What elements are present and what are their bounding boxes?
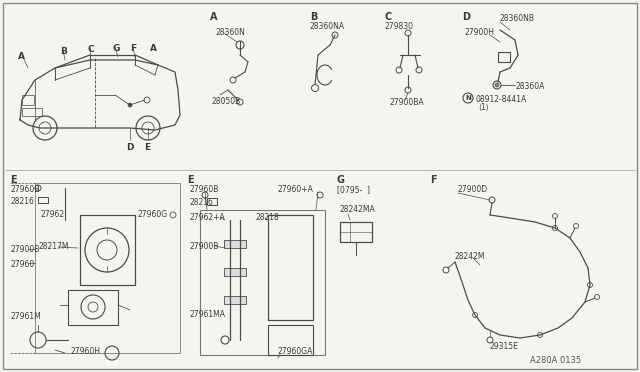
Text: 27960B: 27960B xyxy=(190,185,220,194)
Bar xyxy=(224,240,246,248)
Text: C: C xyxy=(385,12,392,22)
Text: A: A xyxy=(150,44,157,53)
Text: 27900D: 27900D xyxy=(458,185,488,194)
Text: 28217M: 28217M xyxy=(38,242,68,251)
Text: 27960+A: 27960+A xyxy=(278,185,314,194)
Bar xyxy=(268,325,313,355)
Text: N: N xyxy=(465,95,471,101)
Text: 27962+A: 27962+A xyxy=(190,213,226,222)
Text: A: A xyxy=(210,12,218,22)
Text: 27960G: 27960G xyxy=(138,210,168,219)
Bar xyxy=(38,197,48,203)
Bar xyxy=(340,222,372,242)
Bar xyxy=(22,95,34,105)
Bar xyxy=(498,52,510,62)
Text: G: G xyxy=(337,175,345,185)
Text: E: E xyxy=(144,143,150,152)
Text: B: B xyxy=(310,12,317,22)
Text: A: A xyxy=(18,52,25,61)
Text: 27900B: 27900B xyxy=(10,245,40,254)
Text: 28216: 28216 xyxy=(10,197,34,206)
Text: 27900H: 27900H xyxy=(465,28,495,37)
Circle shape xyxy=(128,103,132,107)
Text: 27900B: 27900B xyxy=(190,242,220,251)
Bar xyxy=(268,215,313,320)
Text: 28050B: 28050B xyxy=(212,97,241,106)
Text: 28218: 28218 xyxy=(255,213,279,222)
Text: 27960H: 27960H xyxy=(70,347,100,356)
Text: D: D xyxy=(126,143,134,152)
Text: G: G xyxy=(112,44,120,53)
Text: 27960: 27960 xyxy=(10,260,35,269)
Text: B: B xyxy=(60,47,67,56)
Text: 27900BA: 27900BA xyxy=(390,98,424,107)
Bar xyxy=(207,198,217,205)
Circle shape xyxy=(495,83,499,87)
Text: [0795-  ]: [0795- ] xyxy=(337,185,370,194)
Bar xyxy=(224,296,246,304)
Text: 28242MA: 28242MA xyxy=(340,205,376,214)
Bar xyxy=(224,268,246,276)
Text: 28360N: 28360N xyxy=(215,28,245,37)
Text: 27961M: 27961M xyxy=(10,312,41,321)
Text: 08912-8441A: 08912-8441A xyxy=(476,95,527,104)
Text: 28360A: 28360A xyxy=(516,82,545,91)
Text: E: E xyxy=(187,175,194,185)
Text: ⟨1⟩: ⟨1⟩ xyxy=(478,103,489,112)
Text: F: F xyxy=(130,44,136,53)
Text: F: F xyxy=(430,175,436,185)
Text: 279830: 279830 xyxy=(385,22,414,31)
Text: A280A 0135: A280A 0135 xyxy=(530,356,581,365)
Text: 28216: 28216 xyxy=(190,198,214,207)
Bar xyxy=(200,210,325,355)
Text: 28360NA: 28360NA xyxy=(310,22,345,31)
Text: 27961MA: 27961MA xyxy=(190,310,226,319)
Text: 28242M: 28242M xyxy=(455,252,486,261)
Bar xyxy=(68,290,118,325)
Text: 27960B: 27960B xyxy=(10,185,40,194)
Text: 27962: 27962 xyxy=(40,210,64,219)
Bar xyxy=(35,183,180,353)
Text: D: D xyxy=(462,12,470,22)
Text: 29315E: 29315E xyxy=(490,342,519,351)
Bar xyxy=(80,215,135,285)
Text: 27960GA: 27960GA xyxy=(278,347,314,356)
Text: E: E xyxy=(10,175,17,185)
Bar xyxy=(22,108,42,116)
Text: C: C xyxy=(87,45,93,54)
Text: 28360NB: 28360NB xyxy=(500,14,535,23)
